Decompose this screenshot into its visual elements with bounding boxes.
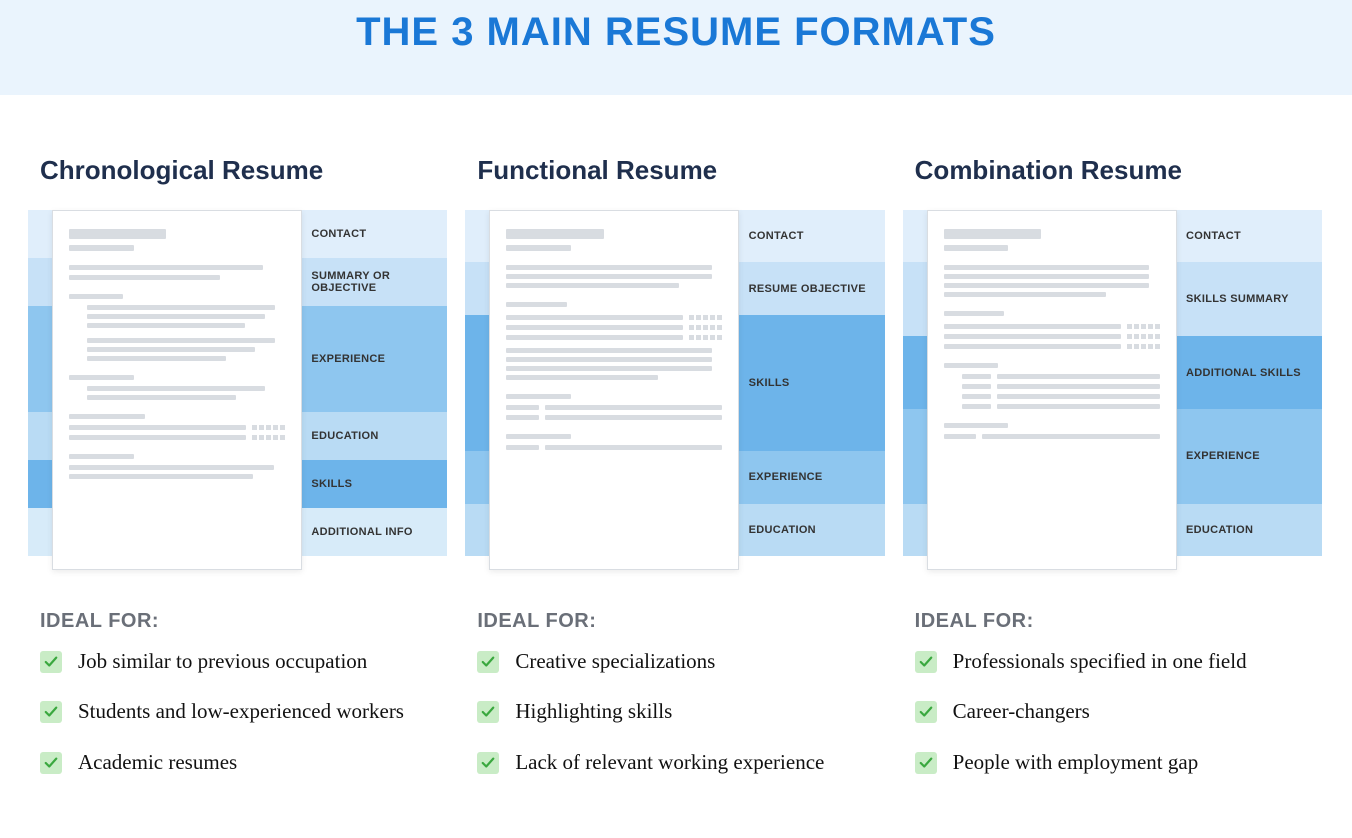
section-label: CONTACT xyxy=(1186,230,1316,242)
section-label: EXPERIENCE xyxy=(749,471,879,483)
section-label: RESUME OBJECTIVE xyxy=(749,283,879,295)
header-band: THE 3 MAIN RESUME FORMATS xyxy=(0,0,1352,95)
check-icon xyxy=(477,701,499,723)
check-icon xyxy=(915,701,937,723)
format-title: Functional Resume xyxy=(477,155,884,186)
resume-paper xyxy=(927,210,1177,570)
resume-mock: CONTACT SUMMARY OR OBJECTIVE EXPERIENCE EDU… xyxy=(40,210,447,570)
check-icon xyxy=(40,701,62,723)
section-label: EDUCATION xyxy=(311,430,441,442)
ideal-for-item: Lack of relevant working experience xyxy=(477,748,884,776)
check-icon xyxy=(477,752,499,774)
ideal-for-heading: IDEAL FOR: xyxy=(477,610,884,633)
section-label: SKILLS xyxy=(749,377,879,389)
ideal-for-list: Creative specializations Highlighting ski… xyxy=(477,647,884,776)
check-icon xyxy=(915,651,937,673)
resume-paper xyxy=(489,210,739,570)
ideal-for-item: Professionals specified in one field xyxy=(915,647,1322,675)
section-label: EDUCATION xyxy=(749,524,879,536)
page-title: THE 3 MAIN RESUME FORMATS xyxy=(0,10,1352,55)
ideal-for-text: People with employment gap xyxy=(953,748,1199,776)
formats-row: Chronological Resume CONTACT SUMMARY OR O… xyxy=(0,95,1352,838)
section-label: EXPERIENCE xyxy=(1186,450,1316,462)
resume-paper xyxy=(52,210,302,570)
format-title: Chronological Resume xyxy=(40,155,447,186)
ideal-for-item: Career-changers xyxy=(915,697,1322,725)
ideal-for-text: Lack of relevant working experience xyxy=(515,748,824,776)
check-icon xyxy=(477,651,499,673)
check-icon xyxy=(915,752,937,774)
ideal-for-item: Job similar to previous occupation xyxy=(40,647,447,675)
format-title: Combination Resume xyxy=(915,155,1322,186)
ideal-for-heading: IDEAL FOR: xyxy=(915,610,1322,633)
ideal-for-heading: IDEAL FOR: xyxy=(40,610,447,633)
ideal-for-item: Academic resumes xyxy=(40,748,447,776)
ideal-for-item: Creative specializations xyxy=(477,647,884,675)
ideal-for-item: Students and low-experienced workers xyxy=(40,697,447,725)
resume-mock: CONTACT RESUME OBJECTIVE SKILLS EXPERIENCE E… xyxy=(477,210,884,570)
resume-mock: CONTACT SKILLS SUMMARY ADDITIONAL SKILLS EX… xyxy=(915,210,1322,570)
check-icon xyxy=(40,752,62,774)
ideal-for-text: Career-changers xyxy=(953,697,1090,725)
section-label: SKILLS SUMMARY xyxy=(1186,293,1316,305)
format-column-combination: Combination Resume CONTACT SKILLS SUMMARY… xyxy=(915,155,1322,798)
ideal-for-text: Students and low-experienced workers xyxy=(78,697,404,725)
ideal-for-list: Professionals specified in one field Care… xyxy=(915,647,1322,776)
ideal-for-text: Professionals specified in one field xyxy=(953,647,1247,675)
section-label: EXPERIENCE xyxy=(311,353,441,365)
ideal-for-list: Job similar to previous occupation Studen… xyxy=(40,647,447,776)
section-label: ADDITIONAL INFO xyxy=(311,526,441,538)
section-label: ADDITIONAL SKILLS xyxy=(1186,367,1316,379)
format-column-functional: Functional Resume CONTACT RESUME OBJECTIV… xyxy=(477,155,884,798)
ideal-for-text: Academic resumes xyxy=(78,748,237,776)
ideal-for-text: Job similar to previous occupation xyxy=(78,647,367,675)
ideal-for-text: Creative specializations xyxy=(515,647,715,675)
section-label: CONTACT xyxy=(311,228,441,240)
ideal-for-item: People with employment gap xyxy=(915,748,1322,776)
check-icon xyxy=(40,651,62,673)
ideal-for-item: Highlighting skills xyxy=(477,697,884,725)
ideal-for-text: Highlighting skills xyxy=(515,697,672,725)
section-label: CONTACT xyxy=(749,230,879,242)
section-label: SUMMARY OR OBJECTIVE xyxy=(311,270,441,294)
section-label: EDUCATION xyxy=(1186,524,1316,536)
format-column-chronological: Chronological Resume CONTACT SUMMARY OR O… xyxy=(40,155,447,798)
section-label: SKILLS xyxy=(311,478,441,490)
